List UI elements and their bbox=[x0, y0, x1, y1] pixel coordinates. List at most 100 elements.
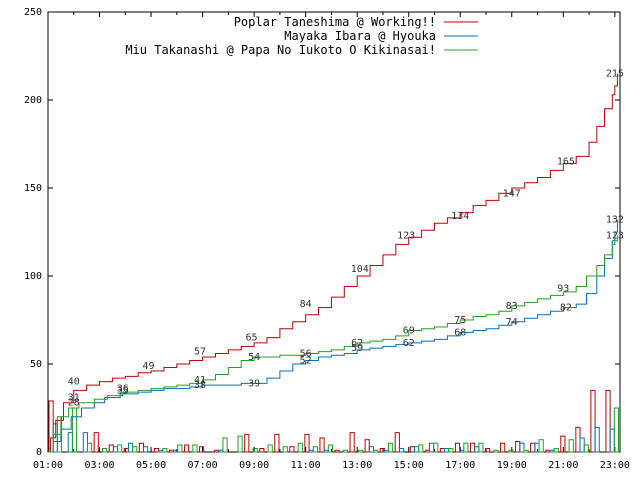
hist-bar-3 bbox=[523, 449, 529, 453]
data-label: 56 bbox=[300, 348, 312, 359]
data-label: 104 bbox=[351, 264, 369, 275]
data-label: 39 bbox=[248, 378, 260, 389]
hist-bar-2 bbox=[474, 446, 480, 453]
plot-frame: 0 50 100 150 200 250 01:00 03:00 05:00 07:00 09:00… bbox=[24, 7, 630, 471]
data-label: 41 bbox=[194, 375, 206, 386]
data-label: 215 bbox=[606, 69, 624, 80]
hist-bar-1 bbox=[515, 440, 521, 453]
hist-bar-1 bbox=[349, 432, 355, 453]
hist-bar-3 bbox=[357, 449, 364, 453]
data-label: 75 bbox=[454, 315, 466, 326]
x-tick-label: 07:00 bbox=[188, 460, 218, 471]
hist-bar-1 bbox=[575, 426, 581, 453]
x-tick-label: 03:00 bbox=[84, 460, 114, 471]
hist-bar-1 bbox=[394, 432, 400, 453]
data-labels: 40 49 57 65 84 104 123 134 147 165 215 28 35 38 39 52 59… bbox=[68, 69, 624, 409]
data-label: 38 bbox=[194, 380, 206, 391]
hist-bar-1 bbox=[500, 442, 506, 453]
series-line-2 bbox=[48, 219, 618, 453]
hist-bar-1 bbox=[153, 447, 160, 453]
data-label: 132 bbox=[606, 215, 624, 226]
data-label: 57 bbox=[194, 347, 206, 358]
y-tick-label: 50 bbox=[30, 359, 42, 370]
legend-label-2: Mayaka Ibara @ Hyouka bbox=[284, 29, 436, 43]
hist-bar-2 bbox=[218, 449, 224, 453]
hist-bar-1 bbox=[454, 442, 461, 453]
x-tick-label: 13:00 bbox=[342, 460, 372, 471]
hist-bar-3 bbox=[132, 446, 138, 453]
hist-bar-1 bbox=[409, 446, 415, 453]
hist-bar-3 bbox=[433, 442, 439, 453]
data-label: 28 bbox=[68, 398, 80, 409]
hist-bar-2 bbox=[534, 442, 540, 453]
data-label: 69 bbox=[403, 326, 415, 337]
hist-bar-2 bbox=[127, 442, 134, 453]
hist-bar-3 bbox=[102, 447, 108, 453]
hist-bar-1 bbox=[168, 449, 175, 453]
data-label: 36 bbox=[117, 384, 129, 395]
hist-bar-2 bbox=[428, 442, 435, 453]
data-label: 54 bbox=[248, 352, 260, 363]
hist-bar-3 bbox=[192, 444, 198, 453]
hist-bar-3 bbox=[267, 444, 273, 453]
hist-bar-1 bbox=[424, 449, 430, 453]
hist-bar-3 bbox=[86, 442, 93, 453]
hist-bar-2 bbox=[609, 428, 615, 453]
hist-bar-1 bbox=[439, 447, 446, 453]
hist-bar-2 bbox=[579, 437, 585, 453]
x-tick-label: 21:00 bbox=[548, 460, 578, 471]
y-tick-label: 250 bbox=[24, 7, 42, 18]
hist-bar-2 bbox=[308, 449, 314, 453]
hist-bar-3 bbox=[613, 407, 619, 453]
hist-bar-3 bbox=[448, 447, 454, 453]
hist-bar-2 bbox=[112, 446, 119, 453]
hist-bar-2 bbox=[594, 426, 600, 453]
hist-bar-3 bbox=[117, 444, 123, 453]
x-tick-label: 17:00 bbox=[445, 460, 475, 471]
hist-bar-3 bbox=[508, 449, 514, 453]
data-label: 134 bbox=[451, 211, 469, 222]
hist-bar-2 bbox=[413, 446, 420, 453]
series-line-1 bbox=[48, 73, 618, 453]
x-tick-label: 11:00 bbox=[291, 460, 321, 471]
hist-bar-3 bbox=[538, 439, 544, 453]
y-tick-label: 200 bbox=[24, 95, 42, 106]
data-label: 40 bbox=[68, 377, 80, 388]
hist-bar-3 bbox=[237, 435, 243, 453]
hist-bar-1 bbox=[560, 435, 566, 453]
data-label: 68 bbox=[454, 327, 466, 338]
hist-bar-3 bbox=[327, 444, 333, 453]
x-tick-label: 05:00 bbox=[136, 460, 166, 471]
data-label: 165 bbox=[557, 157, 575, 168]
hist-bar-1 bbox=[590, 389, 596, 453]
hist-bar-1 bbox=[259, 447, 265, 453]
hist-bar-2 bbox=[82, 432, 88, 453]
hist-bar-2 bbox=[398, 447, 405, 453]
hist-bar-2 bbox=[158, 449, 164, 453]
hist-bar-3 bbox=[583, 444, 589, 453]
hist-bar-3 bbox=[493, 449, 499, 453]
series-lines bbox=[48, 73, 618, 453]
hist-bar-2 bbox=[519, 442, 525, 453]
plot-border bbox=[47, 11, 621, 453]
hist-bar-1 bbox=[108, 444, 114, 453]
hist-bar-1 bbox=[304, 433, 310, 453]
hist-bar-1 bbox=[93, 432, 99, 453]
data-label: 82 bbox=[560, 303, 572, 314]
hist-bar-1 bbox=[48, 400, 54, 453]
y-tick-label: 100 bbox=[24, 271, 42, 282]
x-tick-label: 19:00 bbox=[497, 460, 527, 471]
hist-bar-3 bbox=[312, 446, 318, 453]
hist-bar-3 bbox=[372, 449, 379, 453]
legend-label-3: Miu Takanashi @ Papa No Iukoto O Kikinas… bbox=[125, 43, 436, 57]
hist-bar-3 bbox=[342, 449, 349, 453]
hist-bar-1 bbox=[138, 442, 144, 453]
hist-bar-1 bbox=[289, 446, 295, 453]
legend: Poplar Taneshima @ Working!!Mayaka Ibara… bbox=[125, 15, 478, 57]
data-label: 84 bbox=[300, 299, 312, 310]
data-label: 52 bbox=[300, 355, 312, 366]
hist-bar-3 bbox=[568, 439, 574, 453]
hist-bar-1 bbox=[334, 449, 340, 453]
hist-bar-1 bbox=[319, 437, 325, 453]
